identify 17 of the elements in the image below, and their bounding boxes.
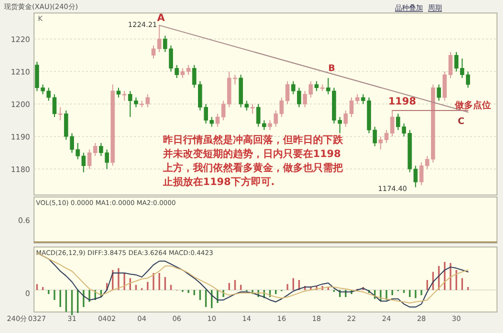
candlestick: [396, 113, 400, 130]
candlestick: [122, 90, 126, 102]
annotation: 1198: [388, 96, 416, 108]
annotation: 做多点位: [454, 100, 491, 111]
annotation: B: [328, 64, 336, 74]
candlestick: [180, 68, 185, 78]
annotation: A: [157, 13, 166, 24]
candlestick: [116, 87, 121, 98]
candlestick: [104, 149, 109, 170]
candlestick: [186, 64, 190, 76]
annotation: 昨日行情虽然是冲高回落，但昨日的下跌并未改变短期的趋势，日内只要在1198上方，我们依然看多黄金，做多也只需把止损放在1198下方即可.: [163, 134, 344, 190]
candlestick: [99, 142, 104, 156]
candlestick: [314, 80, 319, 92]
candlestick: [250, 104, 255, 114]
annotation: C: [458, 117, 465, 127]
candlestick: [436, 84, 441, 102]
candlestick: [58, 106, 62, 121]
